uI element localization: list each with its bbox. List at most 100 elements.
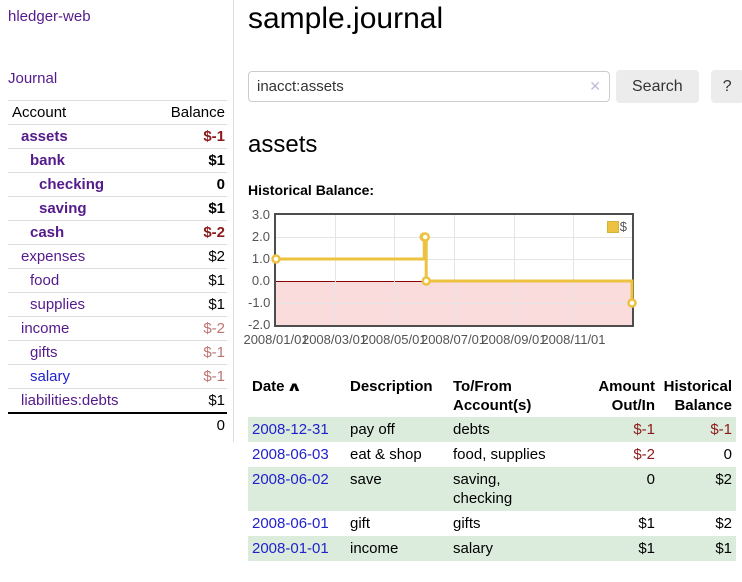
- account-link-income[interactable]: income: [21, 320, 70, 337]
- accounts-header-balance: Balance: [170, 104, 225, 121]
- y-axis-tick-label: -2.0: [248, 317, 271, 332]
- data-point-marker: [627, 298, 637, 308]
- transaction-date-link[interactable]: 2008-06-02: [252, 471, 329, 488]
- transaction-row[interactable]: 2008-06-01 gift gifts $1 $2: [248, 511, 736, 536]
- page: hledger-web Journal Account Balance asse…: [0, 0, 742, 561]
- account-balance: $1: [208, 392, 225, 409]
- account-link-expenses[interactable]: expenses: [21, 248, 86, 265]
- transaction-description: pay off: [350, 421, 395, 438]
- search-input-wrap: ✕: [248, 71, 610, 102]
- transaction-description: gift: [350, 515, 371, 532]
- transaction-row[interactable]: 2008-06-02 save saving, checking 0 $2: [248, 467, 736, 511]
- accounts-header-account: Account: [12, 104, 67, 121]
- column-header-tofrom-accounts: To/From Account(s): [453, 378, 532, 414]
- account-balance: $1: [208, 200, 225, 217]
- transaction-accounts: saving, checking: [453, 471, 513, 507]
- account-row: expenses $2: [8, 244, 227, 269]
- data-point-marker: [421, 276, 431, 286]
- account-link-food[interactable]: food: [30, 272, 60, 289]
- transaction-date-link[interactable]: 2008-12-31: [252, 421, 329, 438]
- transaction-date-link[interactable]: 2008-01-01: [252, 540, 329, 557]
- search-button[interactable]: Search: [616, 70, 699, 103]
- sidebar: hledger-web Journal Account Balance asse…: [0, 0, 234, 442]
- y-axis-tick-label: 3.0: [251, 207, 270, 222]
- account-row: supplies $1: [8, 292, 227, 317]
- account-row: cash $-2: [8, 220, 227, 245]
- chart-plot-area: $: [271, 213, 637, 327]
- column-header-date[interactable]: Date∧: [248, 375, 346, 417]
- data-point-marker: [271, 254, 281, 264]
- account-row: saving $1: [8, 196, 227, 221]
- transaction-row[interactable]: 2008-12-31 pay off debts $-1 $-1: [248, 417, 736, 442]
- date-header-label: Date: [252, 378, 285, 395]
- v-gridline: [334, 215, 336, 325]
- account-link-bank[interactable]: bank: [30, 152, 66, 169]
- transaction-amount: $1: [638, 515, 655, 532]
- app-title-link[interactable]: hledger-web: [8, 8, 91, 25]
- account-link-checking[interactable]: checking: [39, 176, 105, 193]
- account-link-supplies[interactable]: supplies: [30, 296, 86, 313]
- account-row: assets $-1: [8, 124, 227, 149]
- transaction-accounts: salary: [453, 540, 494, 557]
- account-balance: $-2: [203, 320, 225, 337]
- transaction-historical-balance: $2: [715, 471, 732, 488]
- transaction-accounts: gifts: [453, 515, 481, 532]
- transaction-historical-balance: $-1: [710, 421, 732, 438]
- historical-balance-chart: $ 3.0 2.0 1.0 0.0 -1.0 -2.0 2008/01/01 2008/03/…: [243, 208, 728, 351]
- x-axis-tick-label: 2008/07/01: [420, 332, 487, 347]
- legend-label: $: [619, 219, 627, 234]
- account-link-assets[interactable]: assets: [21, 128, 68, 145]
- y-axis-tick-label: 1.0: [251, 251, 270, 266]
- y-axis-tick-label: 0.0: [251, 273, 270, 288]
- transaction-row[interactable]: 2008-06-03 eat & shop food, supplies $-2 0: [248, 442, 736, 467]
- account-row: income $-2: [8, 316, 227, 341]
- data-point-marker: [420, 232, 430, 242]
- transaction-accounts: debts: [453, 421, 490, 438]
- clear-search-icon[interactable]: ✕: [589, 78, 601, 94]
- help-button[interactable]: ?: [710, 70, 742, 103]
- x-axis-tick-label: 2008/11/01: [541, 332, 606, 347]
- account-link-cash[interactable]: cash: [30, 224, 65, 241]
- transaction-description: save: [350, 471, 382, 488]
- accounts-table: Account Balance assets $-1 bank $1 checking 0…: [8, 100, 227, 437]
- account-row: gifts $-1: [8, 340, 227, 365]
- account-link-liabilities-debts[interactable]: liabilities:debts: [21, 392, 119, 409]
- search-input[interactable]: [248, 71, 610, 102]
- transaction-row[interactable]: 2008-01-01 income salary $1 $1: [248, 536, 736, 561]
- account-link-saving[interactable]: saving: [39, 200, 87, 217]
- transaction-description: income: [350, 540, 399, 557]
- page-title: sample.journal: [248, 2, 444, 35]
- balance-series-line: [271, 232, 637, 308]
- v-gridline: [394, 215, 396, 325]
- account-balance: $1: [208, 272, 225, 289]
- accounts-header-row: Account Balance: [8, 100, 227, 125]
- main-content: sample.journal ✕ Search ? assets Histori…: [234, 0, 742, 561]
- transaction-historical-balance: $1: [715, 540, 732, 557]
- sidebar-item-journal[interactable]: Journal: [8, 70, 58, 87]
- account-balance: 0: [216, 176, 225, 193]
- transaction-date-link[interactable]: 2008-06-03: [252, 446, 329, 463]
- transactions-table: Date∧ Description To/From Account(s) Amo…: [248, 375, 736, 561]
- y-axis-tick-label: 2.0: [251, 229, 270, 244]
- sort-ascending-icon: ∧: [285, 379, 302, 394]
- account-balance: $2: [208, 248, 225, 265]
- legend-swatch-icon: [606, 220, 619, 233]
- account-balance: $1: [208, 152, 225, 169]
- x-axis-tick-label: 2008/05/01: [361, 332, 427, 347]
- column-header-description: Description: [350, 378, 433, 395]
- account-link-gifts[interactable]: gifts: [30, 344, 58, 361]
- account-link-salary[interactable]: salary: [30, 368, 71, 385]
- transaction-date-link[interactable]: 2008-06-01: [252, 515, 329, 532]
- accounts-total-row: 0: [8, 413, 227, 437]
- account-heading: assets: [248, 131, 318, 158]
- v-gridline: [573, 215, 575, 325]
- v-gridline: [453, 215, 455, 325]
- search-form: ✕ Search ?: [248, 70, 742, 103]
- x-axis-tick-label: 2008/09/01: [481, 332, 547, 347]
- transaction-description: eat & shop: [350, 446, 422, 463]
- transaction-amount: $1: [638, 540, 655, 557]
- x-axis-tick-label: 2008/01/01: [243, 332, 309, 347]
- v-gridline: [513, 215, 515, 325]
- account-balance: $-2: [203, 224, 225, 241]
- x-axis-tick-label: 2008/03/01: [301, 332, 368, 347]
